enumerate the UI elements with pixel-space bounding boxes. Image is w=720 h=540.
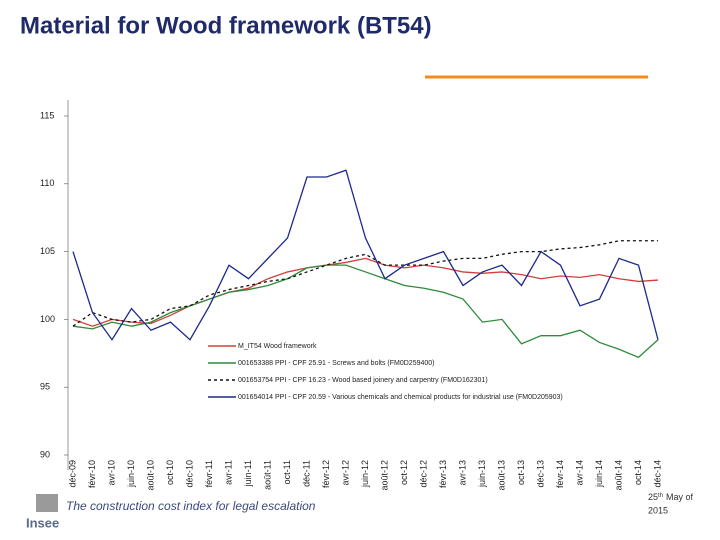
date-line1: May of [666,492,694,502]
slide-title: Material for Wood framework (BT54) [20,12,432,39]
x-tick-label: oct-10 [165,460,175,485]
x-tick-label: déc-12 [418,460,428,488]
x-tick-label: juin-12 [360,460,370,488]
footer-caption: The construction cost index for legal es… [66,499,316,513]
x-tick-label: déc-14 [652,460,662,488]
x-tick-label: avr-12 [340,460,350,486]
x-tick-label: avr-14 [574,460,584,486]
date-day: 25 [648,492,658,502]
x-tick-label: déc-11 [301,460,311,487]
x-tick-label: oct-14 [633,460,643,485]
footer-date-year: 2015 [648,505,668,515]
footer-date: 25th May of [648,492,694,502]
y-tick-label: 105 [40,246,55,256]
legend-label: 001654014 PPI - CPF 20.59 - Various chem… [238,394,563,401]
legend-label: M_IT54 Wood framework [238,343,317,350]
x-tick-label: déc-09 [67,460,77,488]
x-tick-label: juin-10 [126,460,136,488]
x-tick-label: avr-10 [106,460,116,486]
x-tick-label: juin-14 [594,460,604,488]
x-tick-label: oct-11 [282,460,292,484]
y-tick-label: 100 [40,314,55,324]
legend-label: 001653388 PPI - CPF 25.91 - Screws and b… [238,360,435,367]
y-tick-label: 110 [40,178,54,188]
series-line [72,169,659,341]
x-tick-label: oct-13 [516,460,526,485]
series-line [72,257,659,327]
x-tick-label: févr-12 [321,460,331,488]
x-tick-label: août-11 [262,460,272,490]
y-tick-label: 115 [40,110,54,120]
y-tick-label: 90 [40,449,50,459]
date-suffix: th [658,493,663,499]
x-tick-label: juin-13 [477,460,487,488]
x-tick-label: déc-10 [184,460,194,488]
x-tick-label: févr-10 [87,460,97,488]
x-tick-label: août-12 [379,460,389,491]
logo-text: Insee [26,515,59,530]
x-tick-label: juin-11 [243,460,253,487]
x-tick-label: oct-12 [399,460,409,485]
x-tick-label: avr-13 [457,460,467,486]
series-line [72,240,658,327]
x-tick-label: avr-11 [223,460,233,485]
x-tick-label: août-13 [496,460,506,491]
x-tick-label: août-10 [145,460,155,491]
x-tick-label: févr-11 [204,460,214,487]
series-line [72,264,659,359]
legend-label: 001653754 PPI - CPF 16.23 - Wood based j… [238,377,488,384]
x-tick-label: déc-13 [535,460,545,488]
x-tick-label: févr-13 [438,460,448,488]
x-tick-label: août-14 [613,460,623,491]
logo-mark [36,494,58,512]
y-tick-label: 95 [40,382,50,392]
x-tick-label: févr-14 [555,460,565,488]
